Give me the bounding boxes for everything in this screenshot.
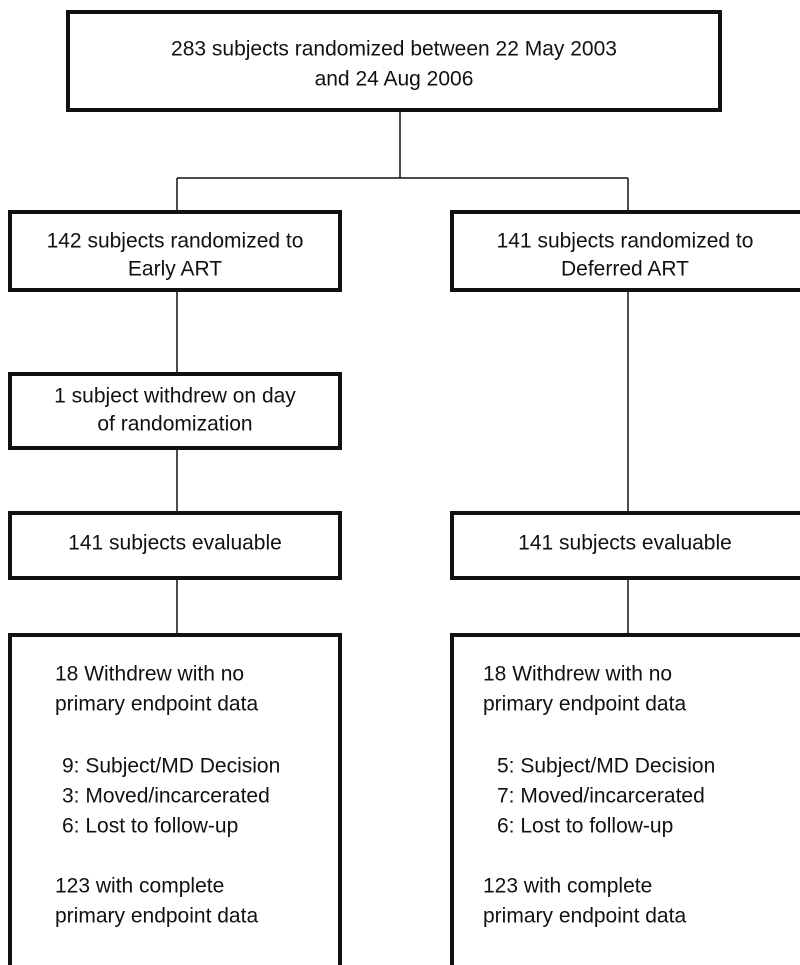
node-text: 5: Subject/MD Decision [497,755,715,778]
node-text: 141 subjects randomized to [497,230,754,253]
node-text: 141 subjects evaluable [68,532,282,555]
node-text: Deferred ART [561,258,689,281]
box [450,210,800,292]
node-text: primary endpoint data [483,693,686,716]
node-text: primary endpoint data [483,905,686,928]
node-text: of randomization [97,413,252,436]
box [450,633,800,965]
node-text: 141 subjects evaluable [518,532,732,555]
node-text: 6: Lost to follow-up [62,815,238,838]
node-text: Early ART [128,258,222,281]
node-text: 3: Moved/incarcerated [62,785,270,808]
node-text: primary endpoint data [55,693,258,716]
box [8,633,342,965]
node-text: 123 with complete [55,875,224,898]
node-text: 7: Moved/incarcerated [497,785,705,808]
labels: 283 subjects randomized between 22 May 2… [47,38,754,928]
box [8,210,342,292]
node-text: 18 Withdrew with no [55,663,244,686]
box [450,511,800,580]
box [66,10,722,112]
node-text: 6: Lost to follow-up [497,815,673,838]
node-text: and 24 Aug 2006 [315,68,474,91]
node-text: primary endpoint data [55,905,258,928]
node-text: 283 subjects randomized between 22 May 2… [171,38,617,61]
box [8,511,342,580]
box [8,372,342,450]
node-text: 1 subject withdrew on day [54,385,296,408]
node-text: 123 with complete [483,875,652,898]
node-text: 9: Subject/MD Decision [62,755,280,778]
connector [176,110,629,212]
node-text: 142 subjects randomized to [47,230,304,253]
node-text: 18 Withdrew with no [483,663,672,686]
